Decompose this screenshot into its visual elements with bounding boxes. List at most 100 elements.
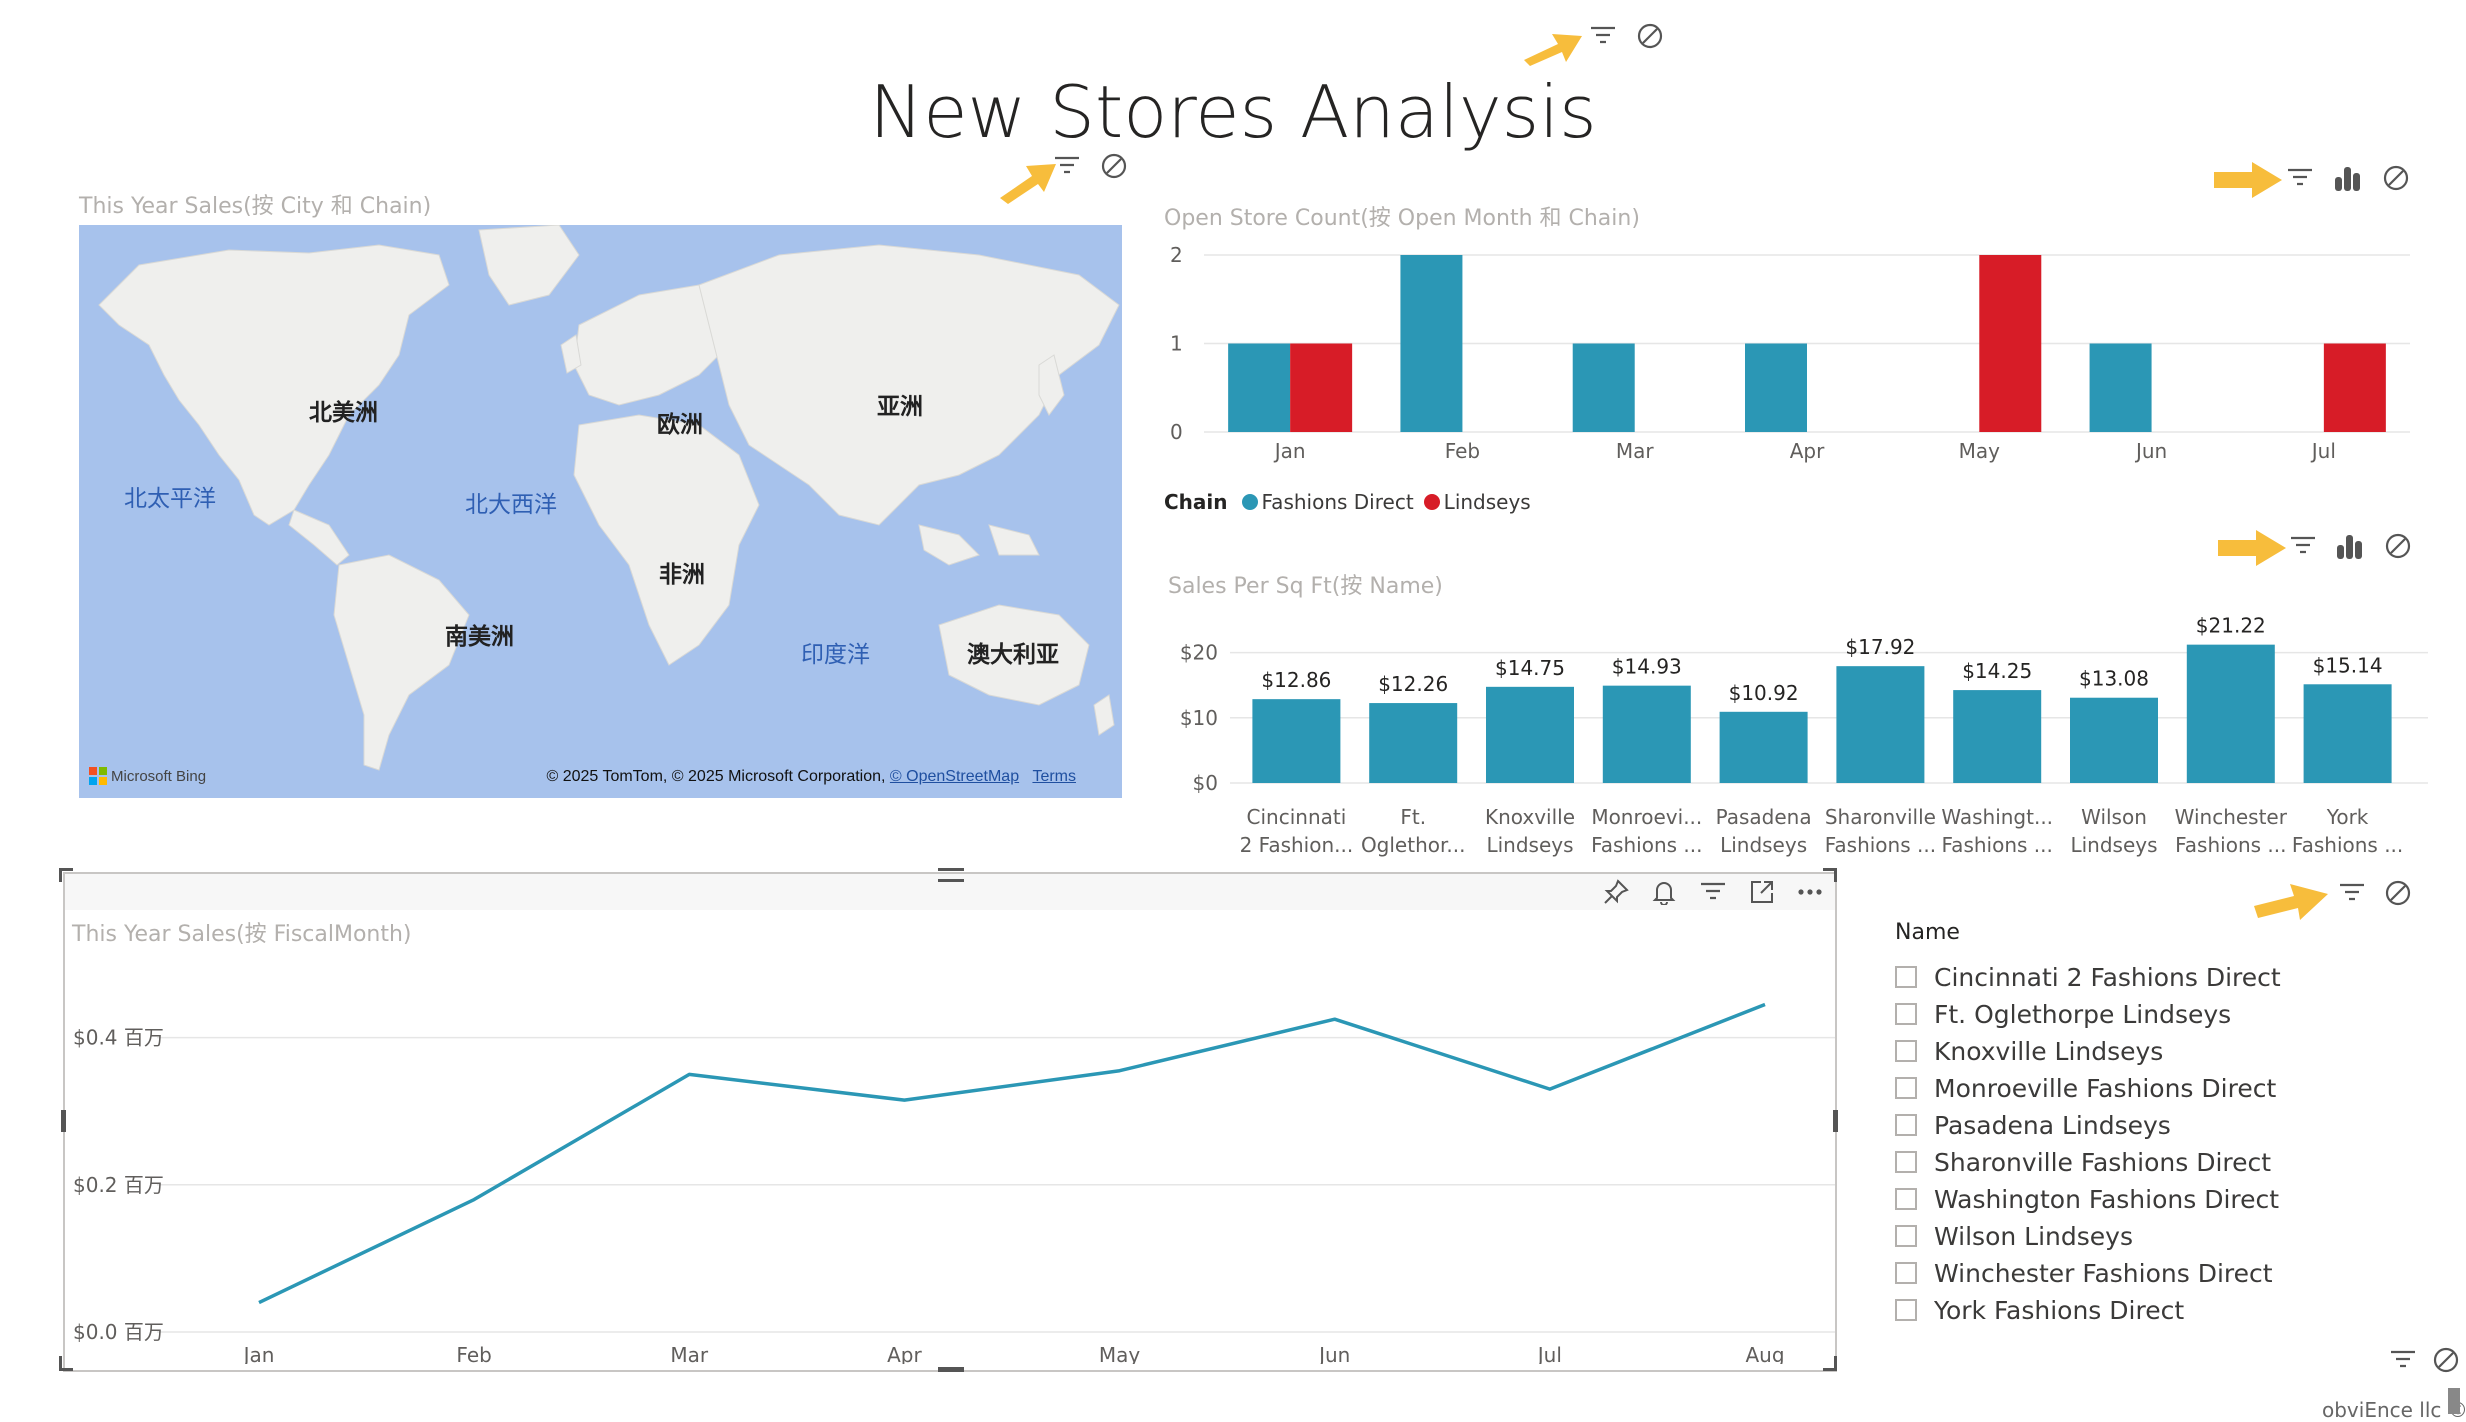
checkbox[interactable]	[1895, 1151, 1917, 1173]
no-entry-icon[interactable]	[2378, 160, 2414, 196]
no-entry-icon[interactable]	[2380, 875, 2416, 911]
continent-label: 北美洲	[309, 400, 378, 426]
arrow-icon	[2214, 162, 2282, 198]
filter-icon[interactable]	[2385, 1342, 2421, 1378]
resize-handle[interactable]	[1823, 868, 1837, 871]
checkbox[interactable]	[1895, 1299, 1917, 1321]
slicer-item[interactable]: Sharonville Fashions Direct	[1895, 1147, 2271, 1177]
scrollbar[interactable]	[2448, 1388, 2460, 1414]
more-options-icon[interactable]	[1792, 874, 1828, 910]
drag-grip-icon[interactable]	[938, 868, 964, 882]
legend-swatch-lindseys	[1423, 494, 1440, 510]
slicer-item[interactable]: Cincinnati 2 Fashions Direct	[1895, 962, 2281, 992]
x-tick-label: Lindseys	[2070, 833, 2157, 857]
checkbox[interactable]	[1895, 1262, 1917, 1284]
resize-handle[interactable]	[1834, 868, 1837, 882]
ocean-label: 印度洋	[801, 642, 870, 668]
slicer-item-label: Washington Fashions Direct	[1934, 1184, 2280, 1214]
filter-icon[interactable]	[2282, 160, 2318, 196]
y-tick-label: $20	[1180, 641, 1218, 665]
x-tick-label: Sharonville	[1825, 805, 1936, 829]
resize-handle[interactable]	[1833, 1110, 1838, 1132]
legend-swatch-fashions-direct	[1241, 494, 1258, 510]
resize-handle[interactable]	[938, 1367, 964, 1372]
no-entry-icon[interactable]	[1096, 148, 1132, 184]
slicer-item[interactable]: Wilson Lindseys	[1895, 1221, 2133, 1251]
continent-label: 南美洲	[445, 624, 514, 650]
slicer-item[interactable]: York Fashions Direct	[1895, 1295, 2184, 1325]
slicer-item[interactable]: Washington Fashions Direct	[1895, 1184, 2279, 1214]
resize-handle[interactable]	[59, 1356, 62, 1370]
data-label: $14.25	[1962, 659, 2032, 683]
x-tick-label: Feb	[1445, 439, 1480, 463]
slicer-item[interactable]: Monroeville Fashions Direct	[1895, 1073, 2276, 1103]
bar	[1953, 690, 2042, 783]
slicer-item[interactable]: Pasadena Lindseys	[1895, 1110, 2171, 1140]
analytics-icon[interactable]	[2332, 528, 2368, 564]
bar	[1252, 699, 1341, 783]
resize-handle[interactable]	[61, 1110, 66, 1132]
data-label: $14.75	[1495, 656, 1565, 680]
filter-icon[interactable]	[1695, 874, 1731, 910]
microsoft-logo-icon	[89, 767, 107, 785]
resize-handle[interactable]	[1823, 1368, 1837, 1371]
filter-icon[interactable]	[2285, 528, 2321, 564]
x-tick-label: Fashions ...	[2292, 833, 2403, 857]
x-tick-label: Monroevi...	[1591, 805, 1702, 829]
filter-icon[interactable]	[2334, 875, 2370, 911]
x-tick-label: York	[2326, 805, 2369, 829]
legend-label[interactable]: Lindseys	[1443, 490, 1531, 514]
resize-handle[interactable]	[1834, 1356, 1837, 1370]
analytics-icon[interactable]	[2330, 160, 2366, 196]
checkbox[interactable]	[1895, 1040, 1917, 1062]
credit-text: © 2025 TomTom, © 2025 Microsoft Corporat…	[546, 768, 890, 785]
filter-icon[interactable]	[1585, 18, 1621, 54]
resize-handle[interactable]	[59, 868, 62, 882]
checkbox[interactable]	[1895, 1188, 1917, 1210]
checkbox[interactable]	[1895, 1003, 1917, 1025]
resize-handle[interactable]	[59, 1368, 73, 1371]
no-entry-icon[interactable]	[2380, 528, 2416, 564]
x-tick-label: Lindseys	[1720, 833, 1807, 857]
world-map[interactable]: 北美洲 欧洲 亚洲 非洲 南美洲 澳大利亚 北太平洋 北大西洋 印度洋 Micr…	[79, 225, 1122, 798]
no-entry-icon[interactable]	[1632, 18, 1668, 54]
sales-per-sqft-chart: $0 $10 $20 $12.86 Cincinnati 2 Fashion... $12.…	[1180, 614, 2428, 857]
bar	[1572, 343, 1635, 432]
slicer-item[interactable]: Knoxville Lindseys	[1895, 1036, 2163, 1066]
data-label: $12.86	[1261, 668, 1331, 692]
bar	[1745, 343, 1807, 432]
x-tick-label: Fashions ...	[1591, 833, 1702, 857]
x-tick-label: Aug	[1745, 1343, 1784, 1364]
resize-handle[interactable]	[59, 868, 73, 871]
bell-icon[interactable]	[1646, 874, 1682, 910]
focus-mode-icon[interactable]	[1744, 874, 1780, 910]
data-label: $21.22	[2196, 614, 2266, 638]
map-landmass	[98, 225, 1120, 771]
checkbox[interactable]	[1895, 1225, 1917, 1247]
bar	[2323, 343, 2386, 432]
data-label: $12.26	[1378, 672, 1448, 696]
x-tick-label: Fashions ...	[1825, 833, 1936, 857]
slicer-item-label: Knoxville Lindseys	[1934, 1036, 2164, 1066]
x-tick-label: Jun	[1317, 1343, 1350, 1364]
pin-icon[interactable]	[1598, 874, 1634, 910]
x-tick-label: 2 Fashion...	[1240, 833, 1354, 857]
data-label: $13.08	[2079, 667, 2149, 691]
legend-label[interactable]: Fashions Direct	[1261, 490, 1414, 514]
line-chart-card[interactable]: This Year Sales(按 FiscalMonth) $0.0 百万 $0…	[63, 872, 1837, 1372]
terms-link[interactable]: Terms	[1032, 768, 1076, 785]
arrow-icon	[1000, 164, 1056, 204]
fiscal-month-line-chart: $0.0 百万 $0.2 百万 $0.4 百万 Jan Feb Mar Apr May Jun J…	[73, 1002, 1835, 1364]
continent-label: 欧洲	[657, 412, 703, 438]
checkbox[interactable]	[1895, 1114, 1917, 1136]
chart-title: This Year Sales(按 FiscalMonth)	[72, 922, 412, 947]
x-tick-label: Jan	[1273, 439, 1306, 463]
slicer-item[interactable]: Ft. Oglethorpe Lindseys	[1895, 999, 2231, 1029]
openstreetmap-link[interactable]: © OpenStreetMap	[889, 768, 1020, 785]
filter-icon[interactable]	[1049, 148, 1085, 184]
x-tick-label: May	[1959, 439, 2001, 463]
slicer-item[interactable]: Winchester Fashions Direct	[1895, 1258, 2273, 1288]
checkbox[interactable]	[1895, 1077, 1917, 1099]
checkbox[interactable]	[1895, 966, 1917, 988]
no-entry-icon[interactable]	[2428, 1342, 2464, 1378]
